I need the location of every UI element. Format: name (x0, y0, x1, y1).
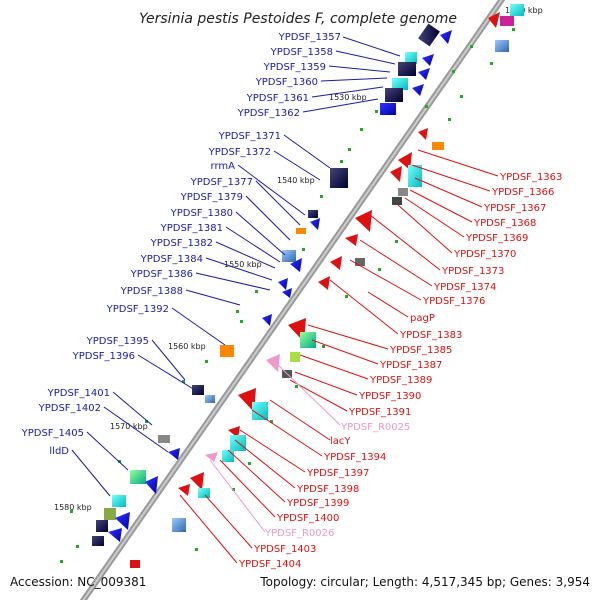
rna-connectors (209, 364, 341, 533)
gene-label: YPDSF_1357 (278, 32, 341, 43)
gene-label: YPDSF_1368 (473, 218, 536, 229)
right-gene-labels: YPDSF_1363 YPDSF_1366 YPDSF_1367 YPDSF_1… (238, 172, 562, 570)
gene-label: YPDSF_1361 (246, 93, 309, 104)
gene-label: YPDSF_1395 (86, 336, 149, 347)
gene-label: YPDSF_1394 (323, 452, 386, 463)
tick-label: 1570 kbp (110, 422, 148, 431)
gene-label: YPDSF_1402 (38, 403, 101, 414)
gene-label: YPDSF_1379 (180, 192, 243, 203)
gene-label: YPDSF_1382 (150, 238, 213, 249)
gene-label: YPDSF_1374 (433, 282, 496, 293)
gene-label: YPDSF_1399 (286, 498, 349, 509)
gene-label: YPDSF_1397 (306, 468, 369, 479)
gene-label: YPDSF_1370 (453, 249, 516, 260)
gene-label: YPDSF_1401 (47, 388, 110, 399)
gene-label: YPDSF_1383 (399, 330, 462, 341)
gene-label: rrmA (211, 161, 236, 172)
gene-label: YPDSF_1358 (270, 47, 333, 58)
left-connectors (71, 36, 401, 497)
gene-label: YPDSF_1380 (170, 208, 233, 219)
gene-label: YPDSF_1400 (276, 513, 339, 524)
gene-label-rna: YPDSF_R0025 (340, 422, 410, 433)
gene-label: YPDSF_1391 (348, 407, 411, 418)
tick-label: 1560 kbp (168, 342, 206, 351)
tick-label: 1550 kbp (224, 260, 262, 269)
tick-label: 1540 kbp (277, 176, 315, 185)
topology-text: Topology: circular; Length: 4,517,345 bp… (259, 575, 590, 589)
gene-label: YPDSF_1398 (296, 484, 359, 495)
gene-label: lldD (49, 446, 69, 457)
gene-label: YPDSF_1363 (499, 172, 562, 183)
left-gene-labels: YPDSF_1357 YPDSF_1358 YPDSF_1359 YPDSF_1… (21, 32, 341, 457)
gene-label: YPDSF_1381 (160, 223, 223, 234)
gene-label: YPDSF_1385 (389, 345, 452, 356)
accession-text: Accession: NC_009381 (10, 575, 146, 589)
gene-label: YPDSF_1373 (441, 266, 504, 277)
gene-label: YPDSF_1387 (379, 360, 442, 371)
gene-label: YPDSF_1360 (255, 77, 318, 88)
map-title: Yersinia pestis Pestoides F, complete ge… (139, 11, 457, 27)
gene-label: YPDSF_1362 (237, 108, 300, 119)
tick-label: 1530 kbp (329, 93, 367, 102)
marker-dots (60, 28, 515, 563)
gene-label: YPDSF_1389 (369, 375, 432, 386)
gene-label: YPDSF_1392 (106, 304, 169, 315)
gene-label: YPDSF_1384 (140, 254, 203, 265)
gene-label: YPDSF_1376 (422, 296, 485, 307)
gene-label: YPDSF_1396 (72, 351, 135, 362)
tick-label: 1580 kbp (54, 503, 92, 512)
gene-label: YPDSF_1359 (263, 62, 326, 73)
gene-label: YPDSF_1369 (465, 233, 528, 244)
gene-label: pagP (410, 313, 435, 324)
gene-label: YPDSF_1371 (218, 131, 281, 142)
gene-label: lacY (330, 436, 351, 447)
gene-label: YPDSF_1404 (238, 559, 301, 570)
gene-label: YPDSF_1377 (190, 177, 253, 188)
gene-label: YPDSF_1390 (358, 391, 421, 402)
gene-label: YPDSF_1403 (253, 544, 316, 555)
genome-backbone (79, 0, 506, 600)
gene-label: YPDSF_1367 (483, 203, 546, 214)
gene-label: YPDSF_1386 (130, 269, 193, 280)
gene-label: YPDSF_1372 (208, 147, 271, 158)
gene-label: YPDSF_1405 (21, 428, 84, 439)
gene-label: YPDSF_1388 (120, 286, 183, 297)
gene-label: YPDSF_1366 (491, 187, 554, 198)
gene-label-rna: YPDSF_R0026 (264, 528, 334, 539)
right-connectors (179, 149, 499, 564)
